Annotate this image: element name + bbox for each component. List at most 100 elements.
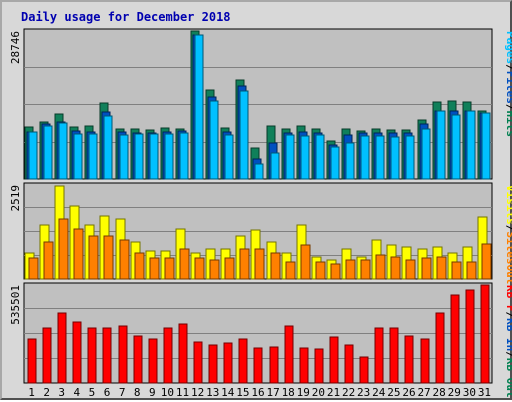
bar-pages bbox=[285, 134, 295, 180]
x-tick-label: 24 bbox=[372, 386, 386, 399]
x-tick-label: 17 bbox=[266, 386, 279, 399]
bar-kb-f bbox=[344, 344, 354, 384]
bar-kb-f bbox=[72, 321, 82, 384]
bar-kb-f bbox=[238, 338, 248, 384]
bar-pages bbox=[239, 90, 249, 180]
legend-entry: KB F bbox=[504, 285, 512, 312]
bar-sites bbox=[315, 261, 326, 280]
legend-entry: KB In bbox=[504, 318, 512, 351]
bar-pages bbox=[270, 152, 280, 180]
bar-kb-f bbox=[42, 327, 52, 384]
bar-pages bbox=[28, 131, 38, 180]
bar-pages bbox=[134, 133, 144, 180]
bar-pages bbox=[421, 128, 431, 180]
legend-entry: / bbox=[504, 225, 512, 232]
bar-pages bbox=[43, 125, 53, 180]
x-tick-label: 15 bbox=[236, 386, 249, 399]
x-tick-label: 4 bbox=[74, 386, 81, 399]
bar-pages bbox=[300, 135, 310, 180]
legend-entry: KB Out bbox=[504, 358, 512, 398]
y-max-label: 535501 bbox=[9, 285, 22, 325]
bar-sites bbox=[254, 248, 265, 280]
bar-sites bbox=[209, 259, 220, 280]
bar-kb-f bbox=[118, 325, 128, 384]
bar-kb-f bbox=[133, 335, 143, 384]
bar-sites bbox=[390, 256, 401, 280]
bar-pages bbox=[330, 146, 340, 180]
bar-sites bbox=[179, 248, 190, 280]
legend-entry: Files bbox=[504, 71, 512, 104]
bar-pages bbox=[254, 163, 264, 180]
bar-sites bbox=[164, 257, 175, 280]
bar-kb-f bbox=[404, 335, 414, 384]
legend-entry: Pages bbox=[504, 31, 512, 64]
bar-sites bbox=[421, 257, 432, 280]
x-tick-label: 25 bbox=[387, 386, 400, 399]
x-tick-label: 13 bbox=[206, 386, 219, 399]
x-tick-label: 2 bbox=[43, 386, 50, 399]
bar-kb-f bbox=[178, 323, 188, 384]
x-tick-label: 21 bbox=[327, 386, 340, 399]
x-tick-label: 10 bbox=[161, 386, 174, 399]
x-tick-label: 30 bbox=[463, 386, 476, 399]
x-tick-label: 22 bbox=[342, 386, 355, 399]
bar-sites bbox=[405, 259, 416, 280]
bar-sites bbox=[300, 244, 311, 280]
bar-kb-f bbox=[480, 284, 490, 384]
bar-sites bbox=[73, 228, 84, 280]
bar-pages bbox=[436, 110, 446, 180]
bar-sites bbox=[58, 218, 69, 280]
bar-kb-f bbox=[148, 338, 158, 384]
bar-pages bbox=[390, 136, 400, 180]
bar-sites bbox=[330, 263, 341, 280]
bar-kb-f bbox=[57, 312, 67, 384]
x-tick-label: 11 bbox=[176, 386, 189, 399]
legend-entry: / bbox=[504, 64, 512, 71]
bar-kb-f bbox=[102, 327, 112, 384]
bar-pages bbox=[103, 115, 113, 180]
bar-kb-f bbox=[314, 348, 324, 384]
bar-kb-f bbox=[450, 294, 460, 384]
bar-sites bbox=[285, 261, 296, 280]
bar-pages bbox=[179, 132, 189, 180]
bar-kb-f bbox=[87, 327, 97, 384]
legend-entry: Hits bbox=[504, 111, 512, 138]
bar-pages bbox=[375, 135, 385, 180]
x-tick-label: 28 bbox=[433, 386, 446, 399]
x-tick-label: 7 bbox=[119, 386, 126, 399]
x-tick-label: 5 bbox=[89, 386, 96, 399]
x-tick-label: 19 bbox=[297, 386, 310, 399]
bar-kb-f bbox=[359, 356, 369, 384]
bar-kb-f bbox=[299, 347, 309, 384]
bar-kb-f bbox=[389, 327, 399, 384]
bar-sites bbox=[134, 252, 145, 280]
y-max-label: 28746 bbox=[9, 31, 22, 64]
bar-sites bbox=[270, 252, 281, 280]
x-tick-label: 1 bbox=[28, 386, 35, 399]
x-tick-label: 9 bbox=[149, 386, 156, 399]
legend-entry: Visits bbox=[504, 185, 512, 225]
x-tick-label: 31 bbox=[478, 386, 491, 399]
bar-sites bbox=[103, 235, 114, 280]
x-tick-label: 23 bbox=[357, 386, 370, 399]
legend-entry: / bbox=[504, 104, 512, 111]
legend-entry: / bbox=[504, 312, 512, 319]
bar-pages bbox=[58, 122, 68, 180]
bar-pages bbox=[345, 142, 355, 180]
bar-kb-f bbox=[27, 338, 37, 384]
x-tick-label: 16 bbox=[251, 386, 264, 399]
bar-sites bbox=[149, 257, 160, 280]
x-tick-label: 14 bbox=[221, 386, 235, 399]
bar-sites bbox=[375, 254, 386, 280]
x-tick-label: 27 bbox=[417, 386, 430, 399]
bar-pages bbox=[149, 133, 159, 180]
bar-sites bbox=[119, 239, 130, 280]
chart-title: Daily usage for December 2018 bbox=[21, 10, 231, 24]
bar-sites bbox=[436, 256, 447, 280]
legend-entry: Out bbox=[504, 265, 512, 285]
bar-kb-f bbox=[465, 289, 475, 384]
bar-pages bbox=[194, 34, 204, 180]
bar-kb-f bbox=[208, 344, 218, 384]
bar-sites bbox=[239, 248, 250, 280]
